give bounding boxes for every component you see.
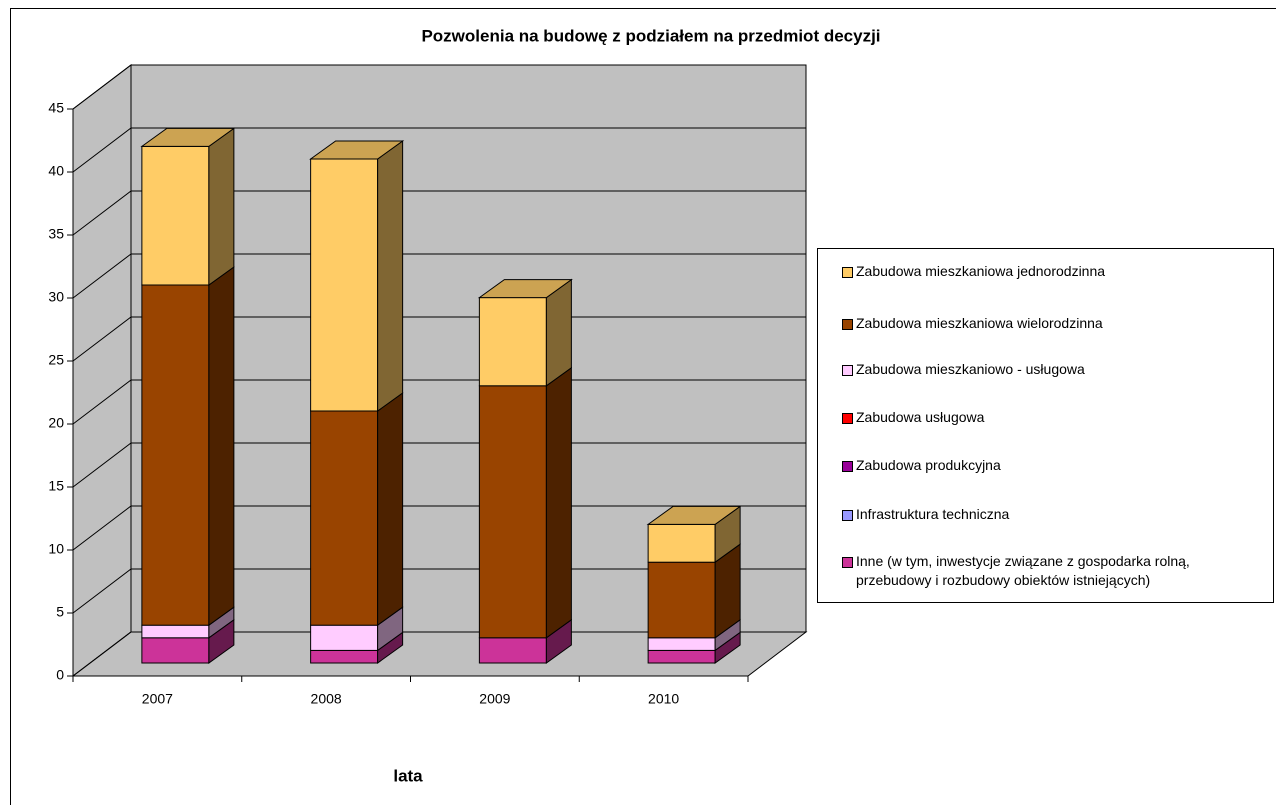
grid-line: [72, 505, 806, 551]
grid-line: [72, 127, 806, 173]
y-tick-label: 15: [48, 478, 64, 494]
bar-top: [309, 140, 405, 160]
legend-entry: Infrastruktura techniczna: [842, 505, 1266, 524]
grid-line: [72, 190, 806, 236]
grid-line: [72, 316, 806, 362]
bar-segment: [141, 284, 210, 626]
bar-top: [477, 279, 573, 299]
x-tick-label: 2009: [479, 691, 510, 707]
legend-label: Zabudowa mieszkaniowa wielorodzinna: [856, 315, 1103, 331]
bar-segment: [310, 649, 379, 664]
x-tick-label: 2007: [142, 691, 173, 707]
y-tick-label: 30: [48, 289, 64, 305]
legend-swatch: [842, 510, 853, 521]
bar-segment: [478, 385, 547, 639]
bar-side: [545, 278, 572, 387]
legend-entry: Zabudowa produkcyjna: [842, 456, 1266, 475]
bar-side: [377, 140, 404, 412]
bar-side: [545, 366, 572, 639]
grid-line: [72, 568, 806, 614]
grid-line: [72, 379, 806, 425]
y-tick-label: 25: [48, 352, 64, 368]
x-tick-label: 2010: [648, 691, 679, 707]
bar-top: [140, 127, 236, 147]
bar-segment: [478, 297, 547, 387]
bar-segment: [141, 637, 210, 664]
bar-segment: [647, 637, 716, 651]
bar-segment: [310, 410, 379, 626]
bar-top: [646, 505, 742, 525]
y-tick-label: 35: [48, 226, 64, 242]
bar-segment: [647, 649, 716, 664]
legend-swatch: [842, 365, 853, 376]
legend-label: Infrastruktura techniczna: [856, 506, 1010, 522]
legend-swatch: [842, 319, 853, 330]
y-tick-label: 20: [48, 415, 64, 431]
chart-title: Pozwolenia na budowę z podziałem na prze…: [421, 26, 880, 45]
legend-swatch: [842, 461, 853, 472]
x-axis-label: lata: [393, 766, 423, 785]
legend-entry: Zabudowa mieszkaniowa wielorodzinna: [842, 314, 1266, 333]
legend-swatch: [842, 413, 853, 424]
legend-entry: Zabudowa mieszkaniowa jednorodzinna: [842, 262, 1266, 281]
bar-segment: [478, 637, 547, 664]
legend-entry: Inne (w tym, inwestycje związane z gospo…: [842, 552, 1266, 590]
legend-label: Inne (w tym, inwestycje związane z gospo…: [856, 553, 1190, 588]
bar-segment: [310, 158, 379, 412]
legend-label: Zabudowa mieszkaniowa jednorodzinna: [856, 263, 1106, 279]
y-tick-label: 0: [56, 667, 64, 683]
y-tick-label: 10: [48, 541, 64, 557]
legend-entry: Zabudowa usługowa: [842, 408, 1266, 427]
bar-segment: [647, 561, 716, 639]
bar-segment: [141, 145, 210, 286]
y-tick-label: 5: [56, 604, 64, 620]
bar-side: [208, 266, 235, 627]
legend-label: Zabudowa mieszkaniowo - usługowa: [856, 361, 1085, 377]
legend-swatch: [842, 267, 853, 278]
legend: Zabudowa mieszkaniowa jednorodzinna Zabud…: [817, 248, 1274, 603]
bar-side: [377, 392, 404, 627]
grid-line: [72, 631, 806, 677]
grid-line: [72, 64, 806, 110]
bar-segment: [141, 624, 210, 639]
y-tick-label: 40: [48, 163, 64, 179]
bar-side: [208, 127, 235, 286]
x-tick-label: 2008: [311, 691, 342, 707]
grid-line: [72, 442, 806, 488]
side-wall: [72, 63, 132, 678]
y-tick-label: 45: [48, 100, 64, 116]
legend-entry: Zabudowa mieszkaniowo - usługowa: [842, 360, 1266, 379]
legend-swatch: [842, 557, 853, 568]
grid-line: [72, 253, 806, 299]
bar-segment: [647, 523, 716, 563]
legend-label: Zabudowa produkcyjna: [856, 457, 1001, 473]
bar-segment: [310, 624, 379, 651]
legend-label: Zabudowa usługowa: [856, 409, 985, 425]
